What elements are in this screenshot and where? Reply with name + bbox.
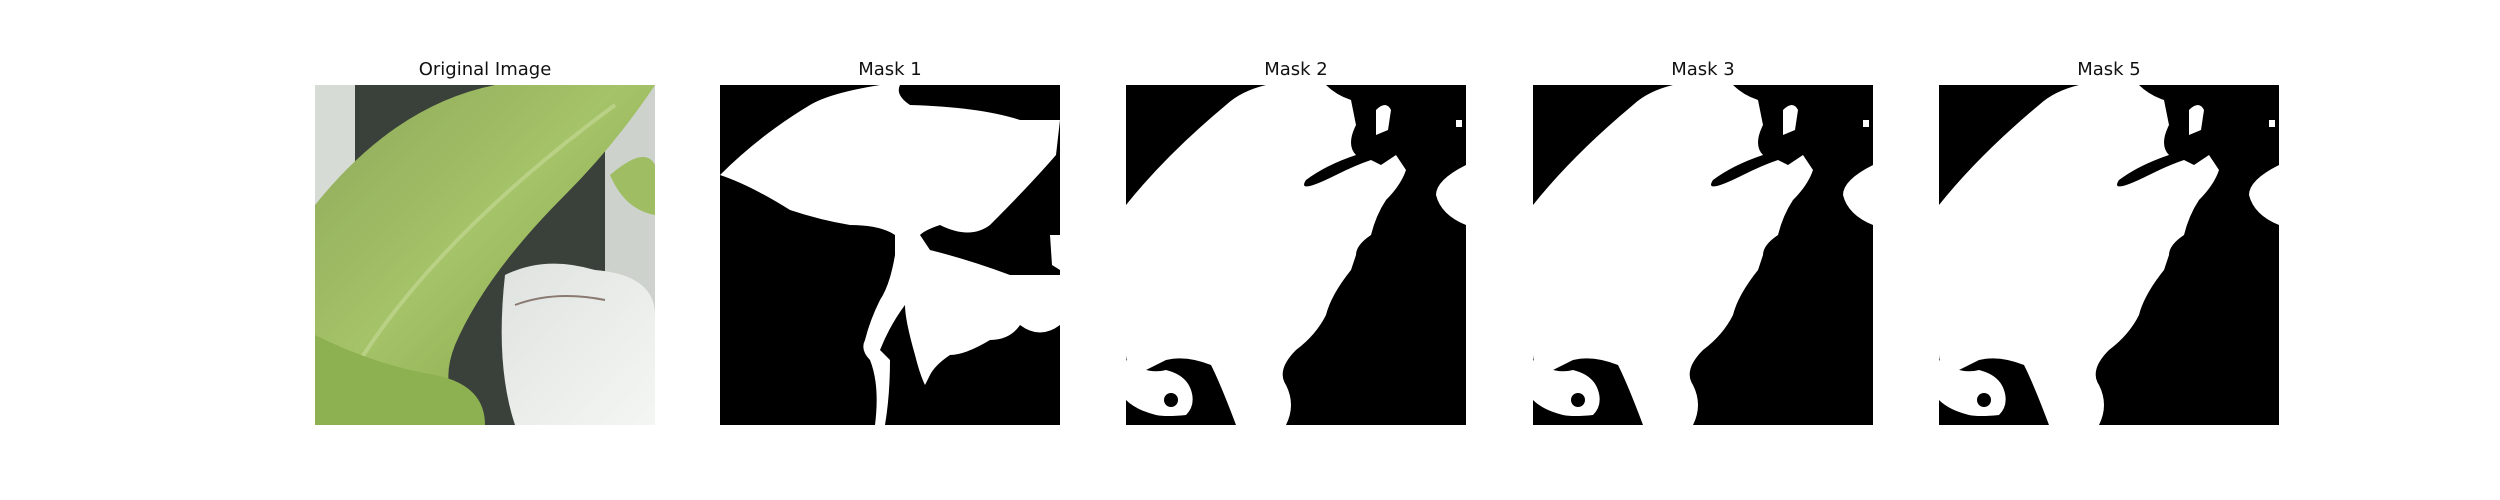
panel-title: Mask 2 — [1264, 59, 1328, 80]
mask-5-image — [1939, 85, 2279, 425]
mask-2-image — [1126, 85, 1466, 425]
mask-1-image — [720, 85, 1060, 425]
mask-2-shape — [1126, 85, 1466, 425]
mask-3-shape — [1533, 85, 1873, 425]
original-image — [315, 85, 655, 425]
mask-3-image — [1533, 85, 1873, 425]
mask-5-shape — [1939, 85, 2279, 425]
mask-1-shape — [720, 85, 1060, 425]
original-image-photo — [315, 85, 655, 425]
panel-title: Mask 1 — [858, 59, 922, 80]
panel-title: Original Image — [418, 59, 552, 80]
panel-title: Mask 5 — [2077, 59, 2141, 80]
panel-title: Mask 3 — [1671, 59, 1735, 80]
